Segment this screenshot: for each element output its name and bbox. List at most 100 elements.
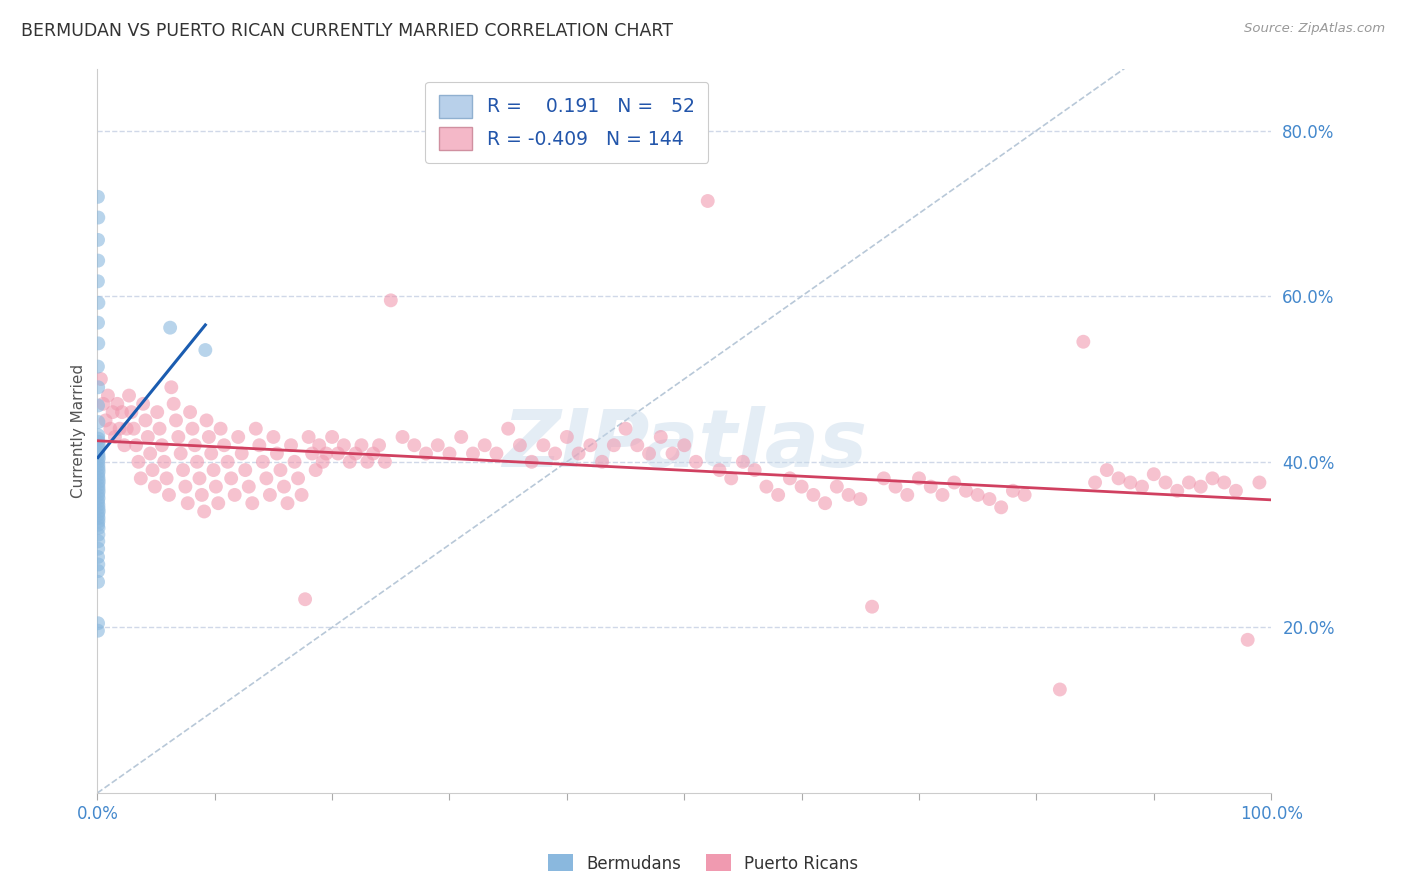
Point — [404, 438, 426, 452]
Point — [91, 397, 114, 411]
Point — [361, 446, 384, 460]
Point — [217, 455, 239, 469]
Point — [661, 446, 683, 460]
Point — [990, 500, 1012, 515]
Point — [931, 488, 953, 502]
Point — [245, 422, 267, 436]
Point — [87, 488, 110, 502]
Point — [298, 430, 321, 444]
Point — [720, 471, 742, 485]
Point — [568, 446, 591, 460]
Point — [356, 455, 378, 469]
Point — [122, 422, 145, 436]
Point — [87, 438, 110, 452]
Point — [87, 616, 110, 631]
Point — [755, 480, 778, 494]
Point — [1249, 475, 1271, 490]
Point — [87, 442, 110, 456]
Point — [884, 480, 907, 494]
Point — [87, 465, 110, 479]
Point — [779, 471, 801, 485]
Point — [439, 446, 461, 460]
Point — [908, 471, 931, 485]
Point — [1236, 632, 1258, 647]
Point — [87, 274, 110, 288]
Point — [87, 468, 110, 483]
Point — [450, 430, 472, 444]
Point — [205, 480, 228, 494]
Point — [247, 438, 270, 452]
Point — [87, 558, 110, 572]
Point — [148, 422, 170, 436]
Point — [283, 455, 305, 469]
Point — [814, 496, 837, 510]
Point — [849, 491, 872, 506]
Point — [1201, 471, 1223, 485]
Point — [87, 316, 110, 330]
Point — [262, 430, 284, 444]
Point — [520, 455, 543, 469]
Point — [87, 517, 110, 532]
Point — [132, 397, 155, 411]
Point — [1189, 480, 1212, 494]
Point — [638, 446, 661, 460]
Point — [219, 471, 242, 485]
Point — [1084, 475, 1107, 490]
Point — [344, 446, 367, 460]
Point — [87, 359, 110, 374]
Point — [127, 455, 149, 469]
Point — [790, 480, 813, 494]
Point — [673, 438, 696, 452]
Point — [209, 422, 232, 436]
Point — [198, 430, 221, 444]
Point — [87, 458, 110, 472]
Point — [485, 446, 508, 460]
Point — [1154, 475, 1177, 490]
Point — [825, 480, 848, 494]
Point — [496, 422, 519, 436]
Point — [1130, 480, 1153, 494]
Point — [112, 438, 135, 452]
Point — [87, 484, 110, 499]
Point — [163, 397, 186, 411]
Point — [269, 463, 291, 477]
Text: ZIPatlas: ZIPatlas — [502, 406, 866, 484]
Point — [87, 515, 110, 529]
Point — [87, 432, 110, 446]
Point — [167, 430, 190, 444]
Point — [202, 463, 225, 477]
Point — [87, 527, 110, 541]
Point — [87, 461, 110, 475]
Point — [141, 463, 163, 477]
Point — [157, 488, 180, 502]
Point — [120, 405, 142, 419]
Point — [240, 496, 263, 510]
Point — [966, 488, 988, 502]
Point — [98, 422, 121, 436]
Point — [87, 491, 110, 506]
Point — [87, 399, 110, 413]
Point — [87, 434, 110, 449]
Text: Source: ZipAtlas.com: Source: ZipAtlas.com — [1244, 22, 1385, 36]
Point — [943, 475, 966, 490]
Point — [87, 478, 110, 492]
Point — [118, 388, 141, 402]
Point — [333, 438, 356, 452]
Point — [87, 336, 110, 351]
Point — [579, 438, 602, 452]
Point — [1143, 467, 1166, 482]
Point — [374, 455, 396, 469]
Point — [177, 496, 200, 510]
Point — [87, 498, 110, 512]
Point — [125, 438, 148, 452]
Point — [193, 504, 215, 518]
Point — [896, 488, 918, 502]
Point — [273, 480, 295, 494]
Point — [744, 463, 766, 477]
Point — [146, 405, 169, 419]
Point — [155, 471, 177, 485]
Point — [111, 405, 134, 419]
Point — [1225, 483, 1247, 498]
Point — [143, 480, 166, 494]
Point — [350, 438, 373, 452]
